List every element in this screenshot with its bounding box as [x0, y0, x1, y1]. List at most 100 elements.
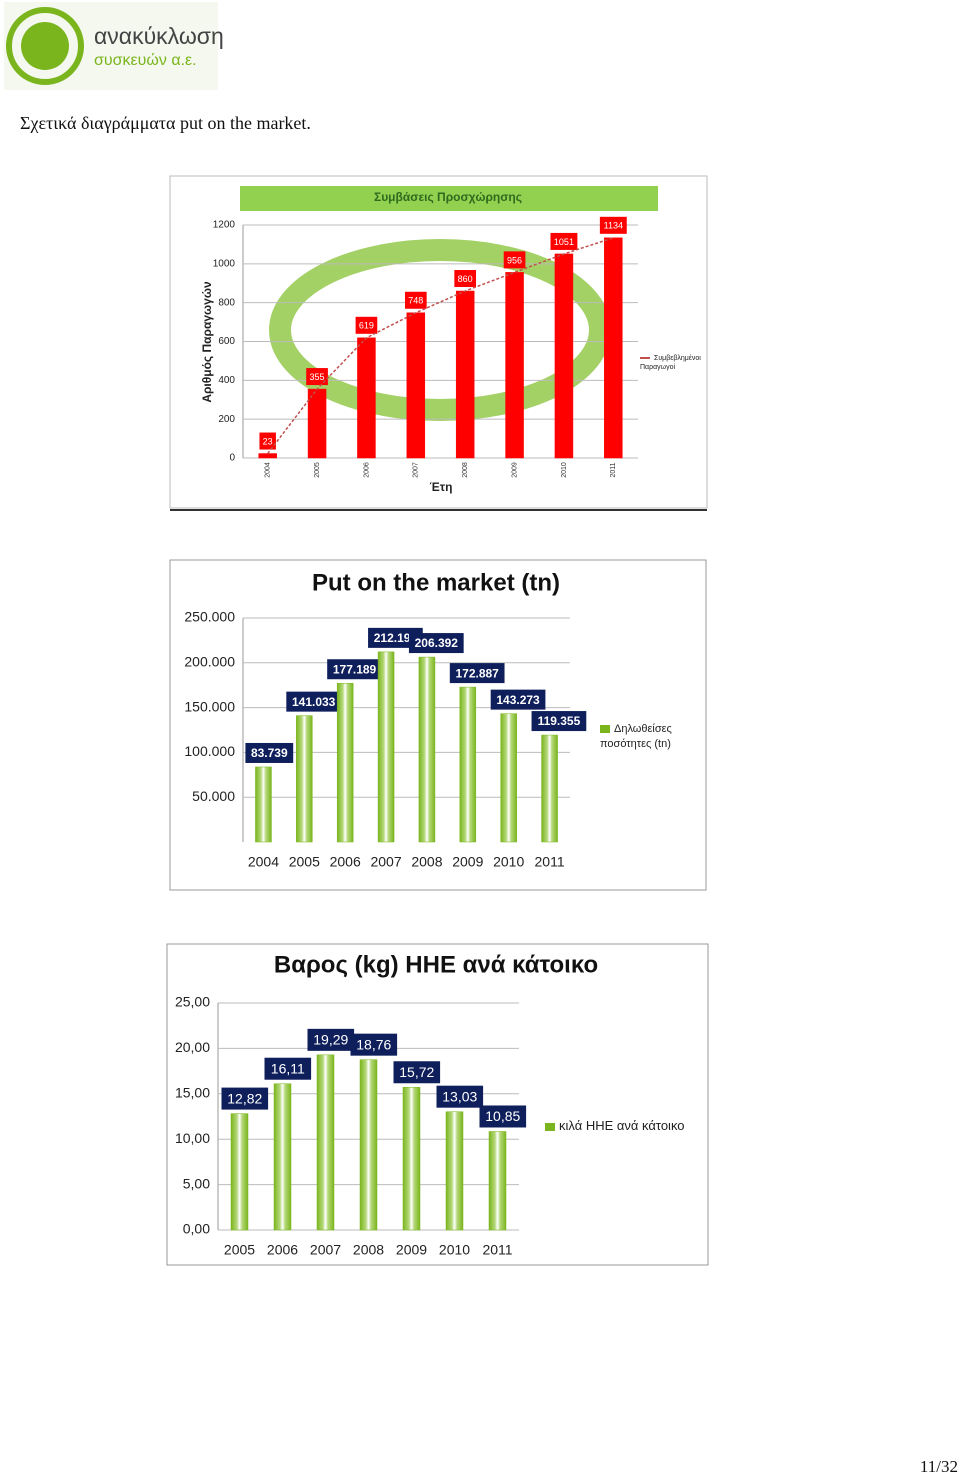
value-label-box — [393, 1061, 441, 1084]
logo-subtext: συσκευών α.ε. — [94, 52, 197, 69]
value-label-box — [264, 1057, 312, 1080]
y-tick-label: 0 — [229, 453, 235, 464]
legend-label: Δηλωθείσες ποσότητες (tn) — [600, 723, 672, 750]
bar — [505, 272, 524, 459]
legend-swatch — [600, 725, 610, 734]
y-tick-label: 20,00 — [175, 1039, 210, 1055]
y-tick-label: 0,00 — [183, 1221, 210, 1237]
value-label: 206.392 — [415, 636, 459, 650]
value-label-box — [221, 1087, 269, 1110]
chart-frame — [166, 943, 709, 1266]
bar — [402, 1087, 421, 1231]
caption: Σχετικά διαγράμματα put on the market. — [20, 113, 311, 133]
x-tick-label: 2004 — [248, 854, 279, 870]
y-tick-label: 100.000 — [184, 743, 235, 759]
logo-text: ανακύκλωση — [94, 23, 224, 49]
legend: κιλά ΗΗΕ ανά κάτοικο — [545, 1118, 715, 1133]
value-label-box — [449, 663, 505, 684]
y-tick-label: 1000 — [213, 258, 236, 269]
y-tick-label: 400 — [218, 375, 235, 386]
x-tick-label: 2007 — [413, 462, 420, 478]
value-label: 83.739 — [251, 746, 288, 760]
value-label: 15,72 — [399, 1064, 434, 1080]
value-label: 212.194 — [374, 631, 418, 645]
value-label: 860 — [458, 274, 473, 284]
value-label-box — [286, 691, 342, 712]
y-tick-label: 800 — [218, 297, 235, 308]
x-tick-label: 2010 — [493, 854, 524, 870]
value-label-box — [479, 1105, 527, 1128]
bar — [336, 682, 354, 843]
y-tick-label: 15,00 — [175, 1085, 210, 1101]
y-tick-label: 600 — [218, 336, 235, 347]
legend: Συμβεβλημένοι Παραγωγοί — [640, 354, 706, 372]
x-tick-label: 2010 — [561, 462, 568, 478]
bar — [445, 1111, 464, 1231]
bar — [316, 1054, 335, 1231]
x-tick-label: 2009 — [396, 1242, 427, 1258]
value-label: 143.273 — [496, 693, 540, 707]
value-label: 19,29 — [313, 1032, 348, 1048]
value-label: 1051 — [554, 237, 574, 247]
bar — [377, 651, 395, 843]
x-tick-label: 2009 — [511, 462, 518, 478]
chart-frame — [169, 559, 707, 891]
value-label-box — [436, 1085, 484, 1108]
bar — [359, 1059, 378, 1231]
legend-swatch — [640, 357, 650, 360]
value-label-box — [307, 1028, 355, 1051]
x-tick-label: 2005 — [314, 462, 321, 478]
value-label-box — [404, 291, 427, 309]
value-label: 16,11 — [271, 1060, 305, 1076]
value-label-box — [503, 251, 526, 269]
chart-title: Βαρος (kg) ΗΗΕ ανά κάτοικο — [274, 951, 598, 978]
value-label: 12,82 — [227, 1090, 262, 1106]
bar — [258, 453, 277, 459]
logo: ανακύκλωση συσκευών α.ε. — [4, 2, 224, 90]
value-label: 748 — [408, 296, 423, 306]
value-label: 956 — [507, 255, 522, 265]
x-tick-label: 2005 — [289, 854, 320, 870]
background-logo — [269, 239, 611, 421]
value-label: 141.033 — [292, 695, 336, 709]
x-tick-label: 2006 — [363, 462, 370, 478]
logo-core — [21, 22, 69, 70]
value-label-box — [531, 711, 587, 732]
x-tick-label: 2008 — [353, 1242, 384, 1258]
value-label-box — [350, 1033, 398, 1056]
x-tick-label: 2006 — [267, 1242, 298, 1258]
y-tick-label: 10,00 — [175, 1130, 210, 1146]
x-tick-label: 2004 — [265, 462, 272, 478]
y-tick-label: 200.000 — [184, 654, 235, 670]
bar — [604, 237, 623, 459]
x-axis-label: Έτη — [430, 480, 453, 494]
bar — [255, 766, 272, 843]
y-tick-label: 250.000 — [184, 609, 235, 625]
value-label-box — [490, 689, 546, 710]
bar — [554, 253, 574, 459]
legend-label: κιλά ΗΗΕ ανά κάτοικο — [559, 1118, 685, 1133]
value-label: 18,76 — [356, 1036, 391, 1052]
value-label-box — [454, 270, 477, 288]
value-label-box — [245, 742, 294, 763]
x-tick-label: 2005 — [224, 1242, 255, 1258]
x-tick-label: 2011 — [482, 1242, 512, 1258]
y-tick-label: 150.000 — [184, 698, 235, 714]
chart-title: Put on the market (tn) — [312, 569, 560, 596]
x-tick-label: 2011 — [610, 462, 617, 477]
bar — [459, 686, 477, 843]
x-tick-label: 2007 — [310, 1242, 341, 1258]
value-label: 119.355 — [538, 714, 581, 728]
value-label-box — [599, 216, 627, 234]
y-tick-label: 200 — [218, 414, 235, 425]
title-bar — [240, 186, 658, 211]
bar — [418, 656, 436, 843]
page-number: 11/32 — [920, 1457, 958, 1476]
bar — [307, 388, 327, 459]
bar — [488, 1131, 507, 1231]
bar — [455, 290, 475, 459]
x-tick-label: 2007 — [370, 854, 401, 870]
legend-swatch — [545, 1122, 555, 1131]
